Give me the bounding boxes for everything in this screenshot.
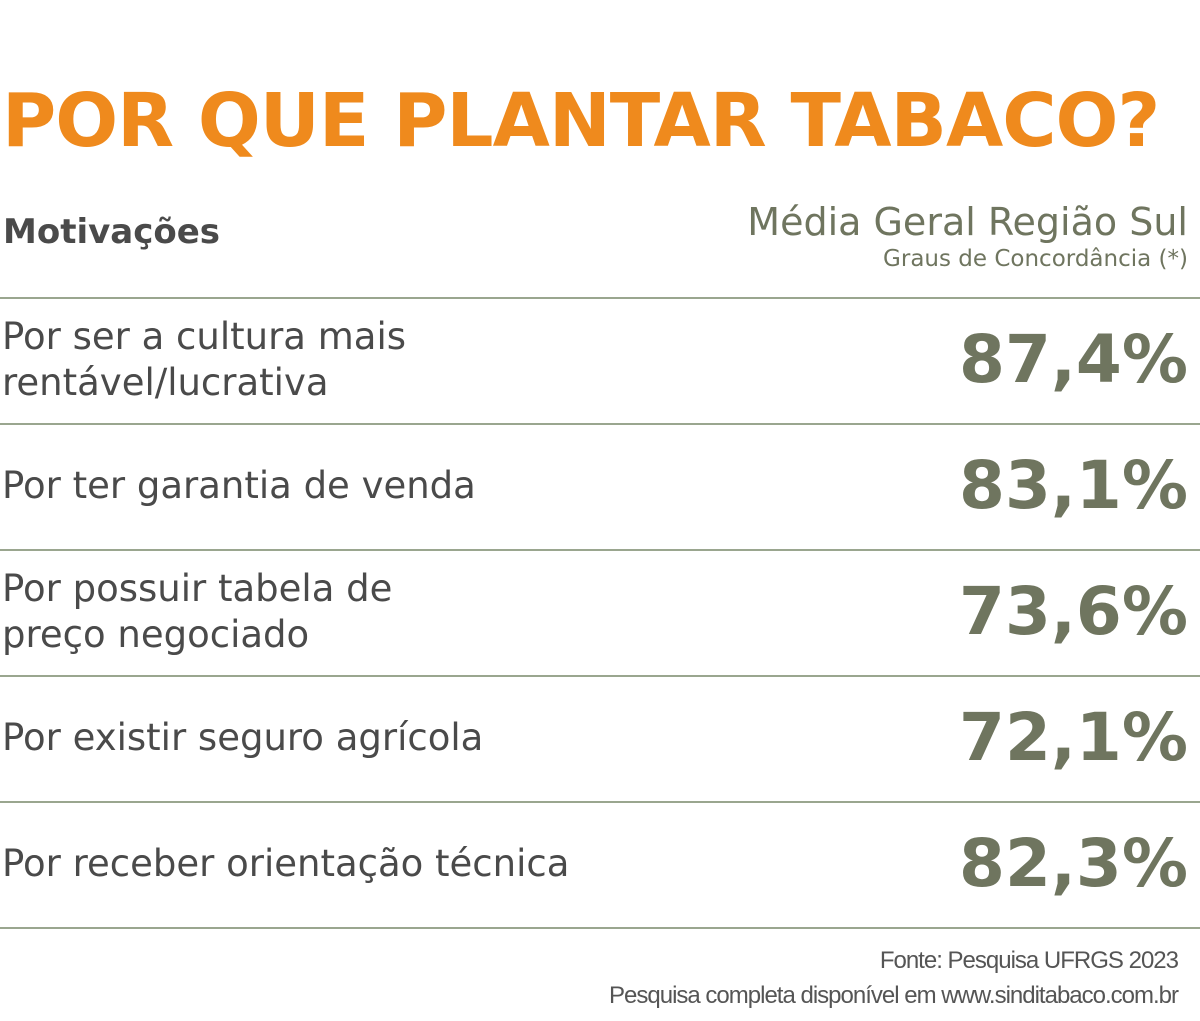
label-line: Por ser a cultura mais xyxy=(2,315,407,358)
row-value: 87,4% xyxy=(959,321,1188,398)
value-subheader: Graus de Concordância (*) xyxy=(883,246,1188,272)
row-label: Por existir seguro agrícola xyxy=(2,715,483,761)
rule xyxy=(0,675,1200,677)
label-line: preço negociado xyxy=(2,613,310,656)
label-line: Por ter garantia de venda xyxy=(2,464,476,507)
row-value: 83,1% xyxy=(959,447,1188,524)
label-line: rentável/lucrativa xyxy=(2,361,329,404)
column-header: Motivações xyxy=(3,212,221,252)
label-line: Por existir seguro agrícola xyxy=(2,716,484,759)
row-label: Por ser a cultura mais rentável/lucrativa xyxy=(2,314,406,406)
label-line: Por receber orientação técnica xyxy=(2,842,570,885)
source: Fonte: Pesquisa UFRGS 2023 xyxy=(879,947,1179,974)
title: POR QUE PLANTAR TABACO? xyxy=(2,78,1160,164)
value-header: Média Geral Região Sul xyxy=(747,200,1188,244)
row-value: 72,1% xyxy=(959,699,1188,776)
rule xyxy=(0,927,1200,929)
row-label: Por possuir tabela de preço negociado xyxy=(2,566,392,658)
rule xyxy=(0,801,1200,803)
rule xyxy=(0,297,1200,299)
rule xyxy=(0,549,1200,551)
row-value: 73,6% xyxy=(959,573,1188,650)
rule xyxy=(0,423,1200,425)
row-label: Por ter garantia de venda xyxy=(2,463,476,509)
row-label: Por receber orientação técnica xyxy=(2,841,569,887)
row-value: 82,3% xyxy=(959,825,1188,902)
source-link: Pesquisa completa disponível em www.sind… xyxy=(609,982,1179,1009)
label-line: Por possuir tabela de xyxy=(2,567,393,610)
